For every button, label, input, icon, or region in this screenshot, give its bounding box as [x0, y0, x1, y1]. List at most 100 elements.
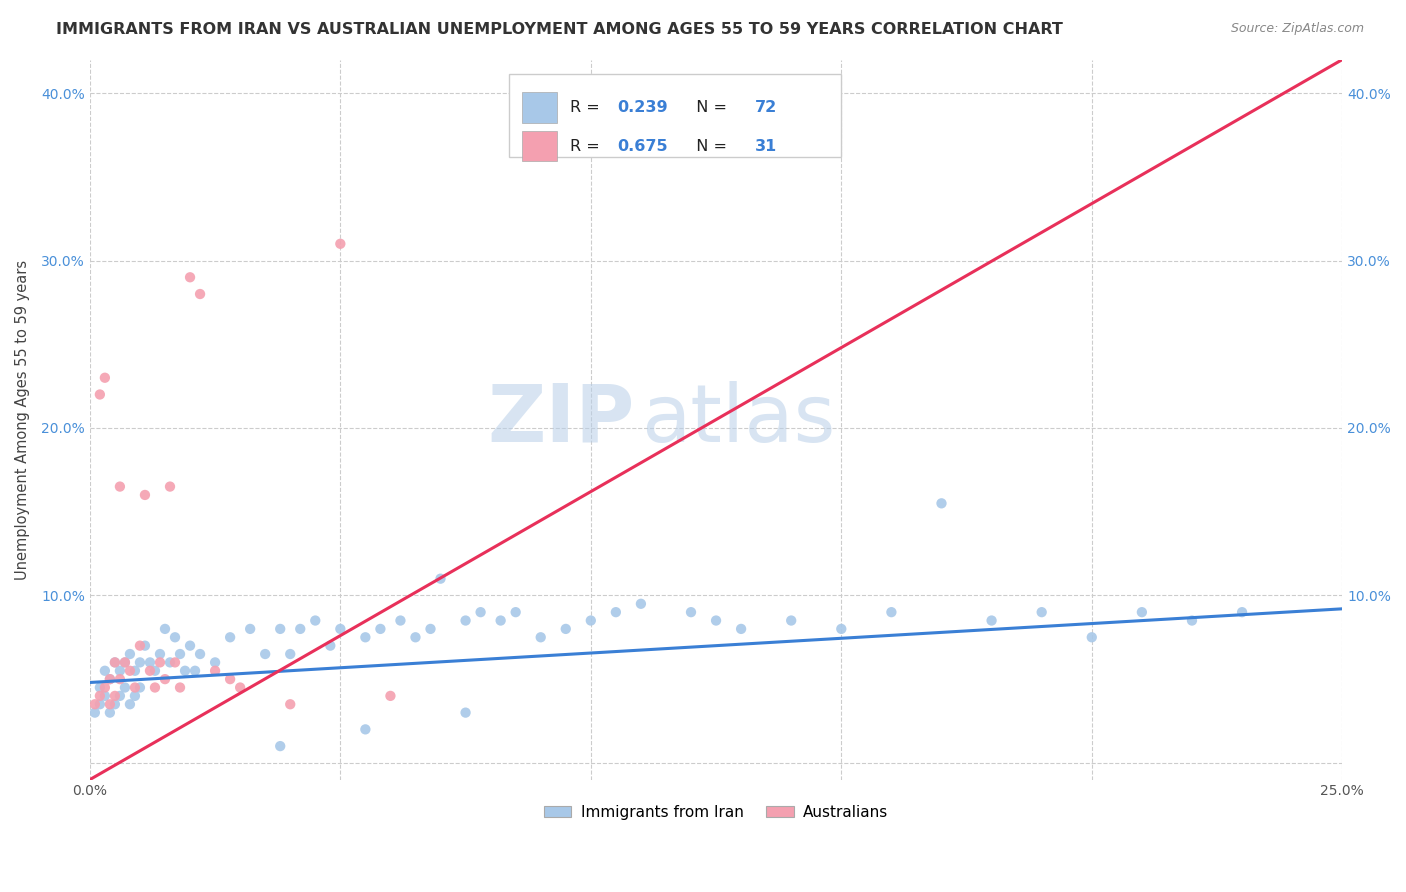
Point — [134, 488, 156, 502]
Point — [149, 656, 172, 670]
Point — [454, 706, 477, 720]
Point — [104, 656, 127, 670]
Point — [1031, 605, 1053, 619]
Point — [83, 706, 105, 720]
Point — [239, 622, 262, 636]
Point — [278, 647, 301, 661]
Point — [329, 236, 352, 251]
Point — [219, 672, 242, 686]
Point — [880, 605, 903, 619]
Point — [124, 664, 146, 678]
Point — [83, 698, 105, 712]
Point — [114, 656, 136, 670]
Point — [94, 370, 117, 384]
Point — [174, 664, 197, 678]
Point — [149, 647, 172, 661]
FancyBboxPatch shape — [522, 93, 557, 122]
FancyBboxPatch shape — [522, 131, 557, 161]
Point — [163, 656, 186, 670]
Point — [153, 622, 176, 636]
Point — [118, 698, 141, 712]
Point — [470, 605, 492, 619]
Point — [114, 656, 136, 670]
Point — [429, 572, 451, 586]
Point — [704, 614, 727, 628]
Point — [94, 664, 117, 678]
Point — [169, 681, 191, 695]
Point — [419, 622, 441, 636]
Point — [290, 622, 312, 636]
Text: atlas: atlas — [641, 381, 835, 458]
Point — [329, 622, 352, 636]
Point — [380, 689, 402, 703]
Point — [184, 664, 207, 678]
Point — [89, 681, 111, 695]
Point — [108, 479, 131, 493]
Point — [98, 698, 121, 712]
Point — [134, 639, 156, 653]
Point — [129, 681, 152, 695]
Point — [505, 605, 527, 619]
Point — [188, 287, 211, 301]
Point — [159, 479, 181, 493]
Point — [579, 614, 602, 628]
Point — [204, 656, 226, 670]
Point — [1081, 630, 1104, 644]
Text: 0.239: 0.239 — [617, 100, 668, 115]
Point — [1181, 614, 1204, 628]
Point — [554, 622, 576, 636]
Point — [179, 270, 201, 285]
Point — [129, 656, 152, 670]
Point — [143, 664, 166, 678]
Point — [780, 614, 803, 628]
Text: 0.675: 0.675 — [617, 139, 668, 153]
Point — [139, 664, 162, 678]
Point — [454, 614, 477, 628]
Point — [89, 689, 111, 703]
Point — [278, 698, 301, 712]
Point — [630, 597, 652, 611]
Point — [830, 622, 852, 636]
Point — [108, 672, 131, 686]
Point — [163, 630, 186, 644]
Point — [108, 689, 131, 703]
Text: IMMIGRANTS FROM IRAN VS AUSTRALIAN UNEMPLOYMENT AMONG AGES 55 TO 59 YEARS CORREL: IMMIGRANTS FROM IRAN VS AUSTRALIAN UNEMP… — [56, 22, 1063, 37]
Point — [188, 647, 211, 661]
Y-axis label: Unemployment Among Ages 55 to 59 years: Unemployment Among Ages 55 to 59 years — [15, 260, 30, 580]
Point — [124, 689, 146, 703]
Point — [354, 630, 377, 644]
Point — [269, 622, 291, 636]
Point — [219, 630, 242, 644]
Point — [389, 614, 412, 628]
Point — [605, 605, 627, 619]
Point — [118, 664, 141, 678]
Point — [304, 614, 326, 628]
Text: Source: ZipAtlas.com: Source: ZipAtlas.com — [1230, 22, 1364, 36]
Point — [370, 622, 392, 636]
Point — [169, 647, 191, 661]
Point — [104, 689, 127, 703]
Point — [319, 639, 342, 653]
Legend: Immigrants from Iran, Australians: Immigrants from Iran, Australians — [537, 798, 894, 826]
Point — [129, 639, 152, 653]
Point — [179, 639, 201, 653]
FancyBboxPatch shape — [509, 74, 841, 157]
Point — [98, 672, 121, 686]
Point — [89, 387, 111, 401]
Text: ZIP: ZIP — [488, 381, 634, 458]
Text: R =: R = — [569, 139, 605, 153]
Point — [94, 681, 117, 695]
Point — [114, 681, 136, 695]
Point — [269, 739, 291, 753]
Point — [931, 496, 953, 510]
Point — [94, 689, 117, 703]
Point — [254, 647, 277, 661]
Point — [89, 698, 111, 712]
Text: 72: 72 — [755, 100, 778, 115]
Text: R =: R = — [569, 100, 605, 115]
Point — [98, 706, 121, 720]
Point — [730, 622, 752, 636]
Point — [980, 614, 1002, 628]
Point — [153, 672, 176, 686]
Text: N =: N = — [686, 100, 733, 115]
